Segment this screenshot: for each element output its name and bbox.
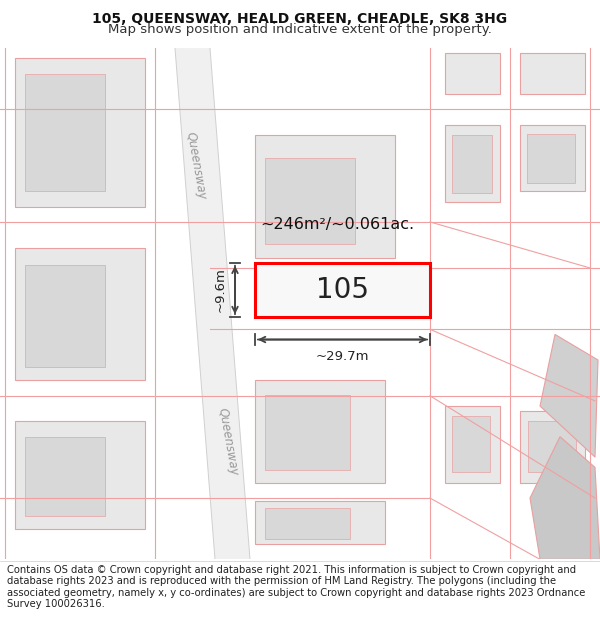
- Bar: [520, 53, 585, 94]
- Text: Queensway: Queensway: [215, 407, 241, 477]
- Bar: [15, 58, 145, 207]
- Text: Contains OS data © Crown copyright and database right 2021. This information is : Contains OS data © Crown copyright and d…: [7, 564, 586, 609]
- Bar: [255, 501, 385, 544]
- Polygon shape: [540, 334, 598, 457]
- Bar: [445, 125, 500, 201]
- Bar: [25, 437, 105, 516]
- Bar: [520, 411, 585, 482]
- Bar: [520, 125, 585, 191]
- Bar: [445, 406, 500, 482]
- Bar: [255, 263, 430, 317]
- Text: ~246m²/~0.061ac.: ~246m²/~0.061ac.: [260, 217, 414, 232]
- Text: 105, QUEENSWAY, HEALD GREEN, CHEADLE, SK8 3HG: 105, QUEENSWAY, HEALD GREEN, CHEADLE, SK…: [92, 12, 508, 26]
- Bar: [452, 135, 492, 193]
- Text: ~29.7m: ~29.7m: [316, 350, 369, 362]
- Bar: [265, 395, 350, 471]
- Bar: [25, 265, 105, 367]
- Bar: [25, 74, 105, 191]
- Polygon shape: [530, 437, 600, 559]
- Text: 105: 105: [316, 276, 369, 304]
- Bar: [265, 158, 355, 244]
- Bar: [265, 508, 350, 539]
- Text: Map shows position and indicative extent of the property.: Map shows position and indicative extent…: [108, 23, 492, 36]
- Text: Queensway: Queensway: [184, 131, 208, 201]
- Bar: [445, 53, 500, 94]
- Text: ~9.6m: ~9.6m: [214, 268, 227, 312]
- Bar: [255, 135, 395, 258]
- Bar: [255, 381, 385, 482]
- Polygon shape: [175, 48, 250, 559]
- Bar: [15, 248, 145, 381]
- Bar: [15, 421, 145, 529]
- Bar: [527, 134, 575, 183]
- Bar: [452, 416, 490, 472]
- Bar: [528, 421, 576, 472]
